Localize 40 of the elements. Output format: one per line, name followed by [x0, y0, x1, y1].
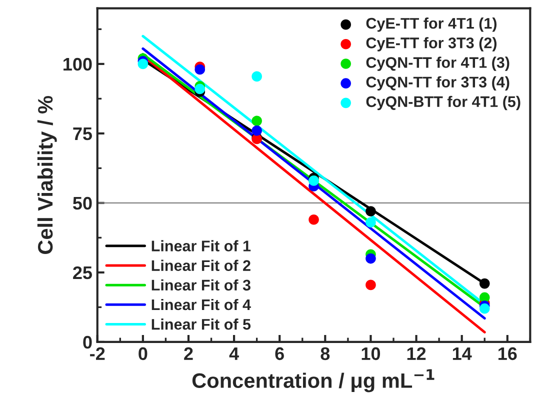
y-tick-label: 100	[64, 58, 92, 71]
point	[479, 278, 490, 289]
legend-label: CyE-TT for 3T3 (2)	[366, 37, 497, 52]
x-tick-label: 0	[138, 347, 148, 360]
point	[308, 214, 319, 225]
point	[138, 58, 148, 70]
x-tick-label: 8	[320, 347, 330, 360]
point	[366, 253, 376, 264]
legend-label: Linear Fit of 1	[152, 240, 251, 252]
x-tick-label: 6	[275, 347, 284, 360]
y-axis-title: Cell Viability / %	[37, 96, 57, 254]
y-tick-label: 50	[72, 196, 92, 210]
x-tick-label: 10	[362, 347, 380, 360]
y-tick-label: 25	[73, 266, 92, 280]
legend-label: CyE-TT for 4T1 (1)	[366, 18, 497, 32]
point	[366, 280, 376, 290]
point	[194, 64, 206, 75]
point	[194, 84, 206, 94]
x-axis-title: Concentration / μg mL$^{−1}$	[192, 369, 434, 392]
x-tick-label: 4	[229, 347, 239, 360]
point	[366, 217, 376, 228]
point	[252, 126, 262, 136]
x-tick-label: 2	[184, 347, 193, 360]
legend-label: CyQN-TT for 4T1 (3)	[366, 56, 510, 71]
legend-label: CyQN-BTT for 4T1 (5)	[366, 96, 520, 110]
point	[252, 116, 262, 126]
legend-label: Linear Fit of 4	[152, 298, 251, 310]
x-tick-label: 16	[498, 347, 517, 360]
x-tick-label: -2	[90, 347, 105, 360]
legend-label: Linear Fit of 2	[152, 260, 250, 271]
y-tick-label: 0	[83, 336, 92, 349]
legend-label: Linear Fit of 5	[152, 318, 251, 330]
y-tick-label: 75	[73, 128, 92, 140]
legend-label: CyQN-TT for 3T3 (4)	[366, 76, 510, 91]
x-tick-label: 14	[452, 347, 472, 360]
point	[366, 206, 376, 216]
point	[252, 71, 262, 82]
legend-label: Linear Fit of 3	[152, 279, 250, 291]
point	[479, 303, 490, 314]
x-tick-label: 12	[407, 347, 426, 360]
